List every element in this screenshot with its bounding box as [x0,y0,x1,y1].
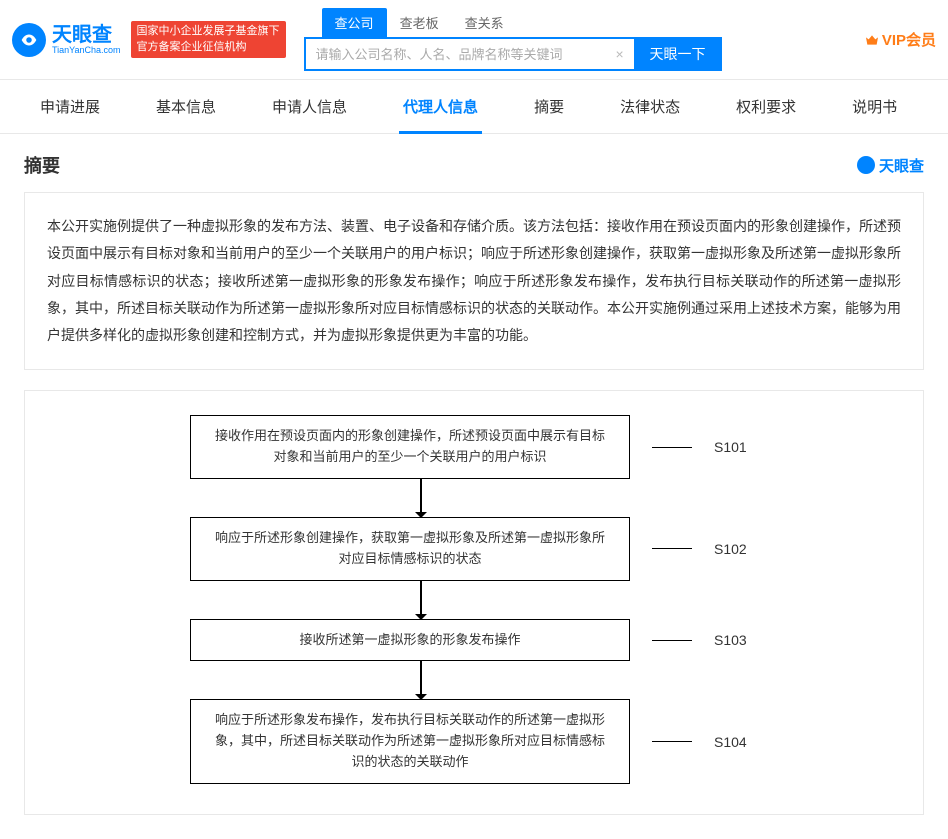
vip-link[interactable]: VIP会员 ▾ [864,29,936,50]
tab-claims[interactable]: 权利要求 [708,80,824,133]
search-tabs: 查公司 查老板 查关系 [322,8,722,37]
flow-connector [652,640,692,641]
flow-label: S101 [714,439,758,455]
detail-tabs: 申请进展 基本信息 申请人信息 代理人信息 摘要 法律状态 权利要求 说明书 [0,80,948,134]
flow-node: 接收作用在预设页面内的形象创建操作，所述预设页面中展示有目标对象和当前用户的至少… [190,415,630,479]
logo-subtext: TianYanCha.com [52,46,121,56]
tab-abstract[interactable]: 摘要 [506,80,592,133]
watermark: 天眼查 [857,155,924,176]
official-badge: 国家中小企业发展子基金旗下 官方备案企业征信机构 [131,21,286,58]
logo-icon [12,23,46,57]
vip-text: VIP会员 [882,29,936,50]
flow-label: S103 [714,632,758,648]
search-tab-company[interactable]: 查公司 [322,8,387,37]
flow-connector [652,741,692,742]
tab-spec[interactable]: 说明书 [824,80,925,133]
flow-step: 响应于所述形象发布操作，发布执行目标关联动作的所述第一虚拟形象，其中，所述目标关… [190,699,758,783]
search-button[interactable]: 天眼一下 [634,37,722,71]
tab-basic[interactable]: 基本信息 [128,80,244,133]
crown-icon [864,32,880,48]
tab-agent[interactable]: 代理人信息 [375,80,506,133]
flow-step: 接收所述第一虚拟形象的形象发布操作 S103 [190,619,758,662]
flow-arrow-icon [420,479,422,517]
top-header: 天眼查 TianYanCha.com 国家中小企业发展子基金旗下 官方备案企业征… [0,0,948,80]
tab-applicant[interactable]: 申请人信息 [244,80,375,133]
flow-node: 响应于所述形象创建操作，获取第一虚拟形象及所述第一虚拟形象所对应目标情感标识的状… [190,517,630,581]
flowchart: 接收作用在预设页面内的形象创建操作，所述预设页面中展示有目标对象和当前用户的至少… [24,390,924,814]
section-title: 摘要 [24,152,60,178]
search-input[interactable] [304,37,634,71]
flow-node: 接收所述第一虚拟形象的形象发布操作 [190,619,630,662]
abstract-box: 本公开实施例提供了一种虚拟形象的发布方法、装置、电子设备和存储介质。该方法包括：… [24,192,924,370]
flow-label: S102 [714,541,758,557]
flow-connector [652,548,692,549]
flow-label: S104 [714,734,758,750]
watermark-text: 天眼查 [879,155,924,176]
flow-step: 响应于所述形象创建操作，获取第一虚拟形象及所述第一虚拟形象所对应目标情感标识的状… [190,517,758,581]
logo-text: 天眼查 [52,24,121,46]
clear-icon[interactable]: × [610,46,630,62]
flow-node: 响应于所述形象发布操作，发布执行目标关联动作的所述第一虚拟形象，其中，所述目标关… [190,699,630,783]
section-header: 摘要 天眼查 [0,134,948,192]
flow-arrow-icon [420,581,422,619]
search-tab-relation[interactable]: 查关系 [452,8,517,37]
flow-arrow-icon [420,661,422,699]
flow-connector [652,447,692,448]
tab-legal[interactable]: 法律状态 [592,80,708,133]
flow-step: 接收作用在预设页面内的形象创建操作，所述预设页面中展示有目标对象和当前用户的至少… [190,415,758,479]
logo[interactable]: 天眼查 TianYanCha.com [12,23,121,57]
search-tab-boss[interactable]: 查老板 [387,8,452,37]
search-bar: 查公司 查老板 查关系 × 天眼一下 [304,8,722,71]
tab-progress[interactable]: 申请进展 [12,80,128,133]
watermark-icon [857,156,875,174]
